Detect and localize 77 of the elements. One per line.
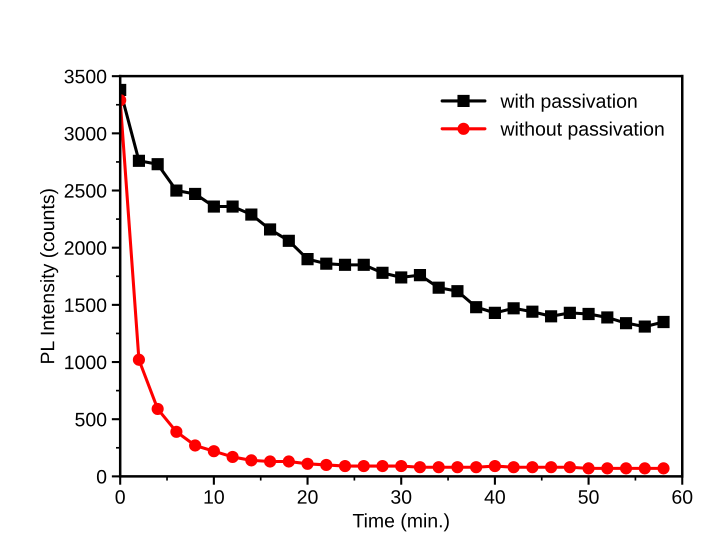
point	[208, 200, 220, 213]
y-tick-label: 2500	[64, 184, 106, 198]
point	[414, 269, 426, 282]
point	[657, 462, 670, 474]
point	[152, 158, 164, 170]
point	[189, 188, 202, 200]
point	[564, 461, 576, 474]
point	[432, 461, 445, 474]
legend-label: with passivation	[500, 94, 636, 112]
point	[338, 460, 352, 472]
point	[358, 460, 370, 472]
x-tick-label: 0	[116, 490, 125, 504]
point	[451, 461, 464, 474]
point	[282, 234, 295, 247]
y-tick-label: 3000	[64, 126, 106, 141]
point	[301, 253, 314, 266]
point	[488, 460, 501, 472]
point	[470, 301, 482, 314]
x-tick-label: 60	[672, 490, 692, 504]
point	[338, 258, 352, 271]
point	[620, 317, 632, 330]
x-tick-label: 40	[484, 490, 505, 504]
x-tick-label: 20	[298, 490, 318, 504]
point	[395, 460, 408, 472]
point	[582, 462, 595, 474]
x-tick-label: 10	[204, 490, 224, 504]
point	[264, 223, 276, 236]
point	[301, 458, 314, 470]
x-tick-label: 30	[391, 490, 412, 504]
point	[545, 310, 558, 322]
point	[358, 258, 370, 271]
point	[320, 458, 332, 472]
y-tick-label: 3500	[64, 70, 106, 84]
point	[564, 306, 576, 319]
point	[508, 302, 520, 314]
point	[414, 461, 426, 474]
point	[508, 461, 520, 474]
point	[320, 258, 332, 270]
point	[170, 426, 182, 438]
point	[582, 308, 595, 320]
point	[488, 306, 501, 319]
point	[620, 462, 632, 474]
point	[132, 154, 145, 167]
legend-label: without passivation	[500, 122, 664, 140]
point	[170, 184, 182, 197]
x-tick-label: 50	[578, 490, 599, 504]
y-tick-label: 0	[96, 470, 106, 484]
point	[245, 208, 258, 221]
point	[657, 316, 670, 328]
point	[470, 461, 482, 474]
x-axis-title: Time (min.)	[352, 513, 449, 532]
point	[601, 311, 614, 324]
point	[226, 450, 239, 464]
point	[526, 461, 538, 474]
point	[601, 462, 614, 474]
y-tick-label: 500	[75, 412, 106, 426]
point	[189, 439, 202, 452]
point	[526, 306, 538, 318]
point	[395, 271, 408, 284]
point	[282, 455, 295, 468]
point	[376, 266, 389, 279]
point	[376, 460, 389, 472]
point	[638, 462, 651, 474]
point	[245, 454, 258, 466]
point	[132, 354, 145, 366]
y-axis-title: PL Intensity (counts)	[40, 189, 58, 363]
y-tick-label: 1000	[65, 356, 106, 370]
y-tick-label: 2000	[64, 241, 106, 255]
point	[208, 445, 220, 458]
point	[226, 200, 239, 213]
point	[451, 285, 464, 298]
point	[432, 282, 445, 294]
point	[152, 402, 164, 415]
point	[545, 461, 558, 474]
point	[264, 455, 276, 468]
point	[638, 320, 651, 333]
y-tick-label: 1500	[65, 298, 106, 312]
